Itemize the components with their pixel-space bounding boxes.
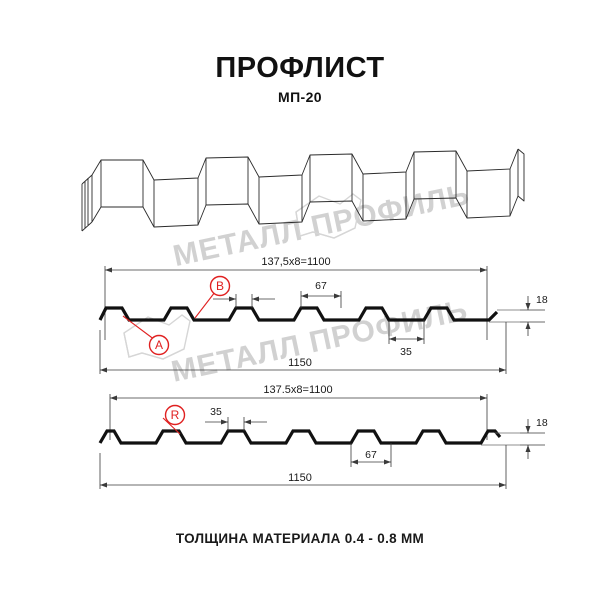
dim-label-18-top: 18	[536, 294, 548, 306]
marker-a[interactable]: A	[122, 315, 170, 356]
dim-67-top	[300, 291, 342, 308]
dim-label-35-trough-top: 35	[400, 346, 412, 358]
marker-r-circle[interactable]	[164, 404, 186, 426]
dim-label-35-bottom: 35	[210, 406, 222, 418]
dim-label-pitch-top: 137,5x8=1100	[261, 256, 330, 268]
dim-label-18-bottom: 18	[536, 417, 548, 429]
dim-total-top	[99, 322, 507, 374]
section-bottom-group: 137.5x8=1100 35	[98, 384, 548, 489]
isometric-view	[81, 148, 525, 232]
dim-label-67-top: 67	[315, 280, 327, 292]
marker-b-label: B	[216, 279, 224, 293]
page-title: ПРОФЛИСТ	[215, 52, 385, 84]
dim-total-bottom	[99, 445, 507, 489]
profile-outline-top	[98, 306, 520, 323]
dim-67-bottom	[350, 443, 392, 467]
dim-label-total-top: 1150	[288, 357, 312, 369]
watermark-text-section: МЕТАЛЛ ПРОФИЛЬ	[168, 294, 470, 389]
dim-18-bottom	[520, 419, 545, 459]
dim-label-total-bottom: 1150	[288, 472, 312, 484]
marker-r-label: R	[171, 408, 180, 422]
dim-label-67-bottom: 67	[365, 449, 377, 461]
marker-b-circle[interactable]	[209, 275, 231, 297]
marker-b[interactable]: B	[194, 275, 231, 319]
dim-35-bottom	[205, 417, 267, 431]
section-top-group: 137,5x8=1100 35	[98, 256, 548, 374]
marker-a-label: A	[155, 338, 163, 352]
dim-35-top	[213, 294, 275, 308]
marker-r[interactable]: R	[162, 404, 186, 435]
profile-outline-bottom	[98, 429, 520, 446]
dim-label-pitch-bottom: 137.5x8=1100	[263, 384, 332, 396]
dim-18-top	[520, 296, 545, 336]
marker-a-circle[interactable]	[148, 334, 170, 356]
dim-35-bottom-top-section	[388, 320, 425, 344]
dim-pitch-top	[104, 266, 488, 340]
product-code: МП-20	[278, 89, 322, 105]
material-thickness-note: ТОЛЩИНА МАТЕРИАЛА 0.4 - 0.8 ММ	[175, 531, 425, 546]
